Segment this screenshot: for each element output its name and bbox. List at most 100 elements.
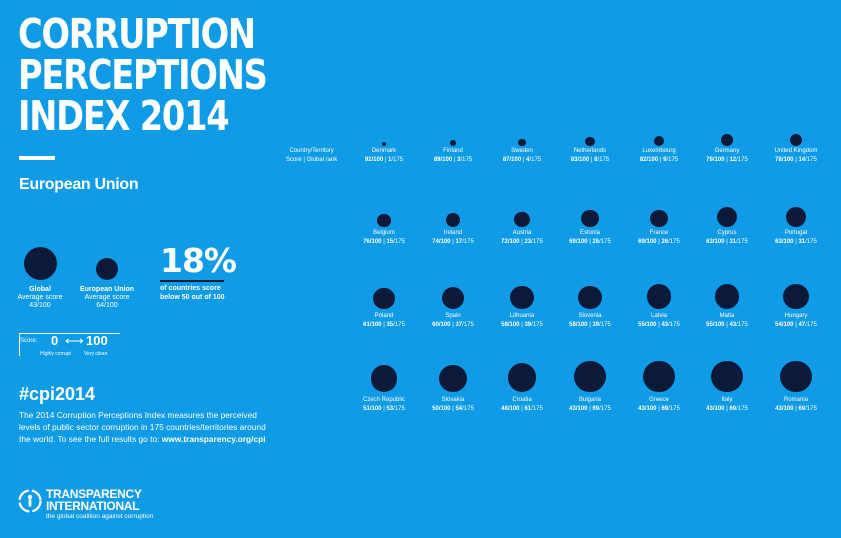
country-label: Greece 43/100 | 69/175 [627, 396, 691, 414]
separator: | [521, 157, 527, 163]
country-label: Czech Republic 51/100 | 53/175 [352, 396, 416, 414]
country-name: Poland [374, 313, 394, 319]
country-label: Belgium 76/100 | 15/175 [352, 229, 416, 247]
country-rank: 3 [457, 157, 461, 163]
rank-total: /175 [599, 406, 611, 412]
grid-header-line-2: Score | Global rank [286, 157, 338, 163]
country-score: 63/100 [775, 239, 794, 245]
rank-total: /175 [597, 157, 610, 163]
country-score: 78/100 [775, 157, 794, 163]
country-label: Romania 43/100 | 69/175 [764, 396, 828, 414]
country-name: Romania [783, 397, 808, 403]
country-rank: 69 [592, 406, 600, 412]
country-label: Lithuania 58/100 | 39/175 [490, 312, 554, 330]
separator: | [381, 406, 387, 412]
country-name: Lithuania [509, 313, 535, 319]
country-dot [514, 211, 530, 227]
region-heading: European Union [19, 176, 139, 193]
country-score: 50/100 [432, 406, 451, 412]
country-score: 51/100 [363, 406, 382, 412]
country-label: Germany 79/100 | 12/175 [695, 147, 759, 165]
country-name: Bulgaria [578, 397, 601, 403]
country-rank: 9 [663, 157, 667, 163]
country-rank: 54 [455, 406, 463, 412]
rank-total: /175 [393, 322, 405, 328]
rank-total: /175 [805, 157, 817, 163]
country-dot [585, 136, 595, 146]
country-dot [381, 141, 387, 146]
country-dot [721, 134, 733, 146]
country-dot [643, 360, 675, 392]
country-dot [650, 209, 668, 227]
country-name: Ireland [443, 230, 463, 236]
country-rank: 69 [798, 406, 806, 412]
results-link[interactable]: www.transparency.org/cpi [161, 434, 266, 444]
country-score: 61/100 [363, 322, 382, 328]
country-label: Croatia 48/100 | 61/175 [490, 396, 554, 414]
country-score: 48/100 [501, 406, 520, 412]
global-score: 43/100 [29, 302, 51, 309]
separator: | [656, 406, 662, 412]
rank-total: /175 [805, 239, 817, 245]
scale-label: Score: [20, 338, 38, 344]
scale-min-caption: Highly corrupt [40, 351, 71, 357]
country-name: Belgium [373, 230, 395, 236]
rank-total: /175 [462, 406, 474, 412]
separator: | [724, 322, 730, 328]
country-name: Cyprus [717, 230, 737, 236]
country-dot [714, 284, 740, 309]
separator: | [793, 239, 799, 245]
country-dot [789, 133, 803, 146]
country-name: Germany [714, 148, 740, 154]
separator: | [450, 322, 456, 328]
logo-tagline: the global coalition against corruption [46, 513, 154, 520]
country-label: Latvia 55/100 | 43/175 [627, 312, 691, 330]
scale-arrow-icon: ⟷ [65, 333, 84, 348]
rank-total: /175 [805, 322, 817, 328]
country-name: Portugal [784, 230, 808, 236]
country-score: 72/100 [501, 239, 520, 245]
country-name: Luxembourg [642, 148, 676, 154]
country-score: 60/100 [432, 322, 451, 328]
stat-value: 18% [160, 241, 237, 280]
country-label: Hungary 54/100 | 47/175 [764, 312, 828, 330]
separator: | [381, 239, 387, 245]
country-name: Hungary [784, 313, 808, 319]
grid-header: Country/Territory Score | Global rank [286, 147, 337, 165]
country-name: Finland [443, 148, 463, 154]
separator: | [658, 157, 664, 163]
separator: | [587, 322, 593, 328]
rank-total: /175 [393, 239, 405, 245]
country-label: Bulgaria 43/100 | 69/175 [558, 396, 622, 414]
country-rank: 69 [729, 406, 737, 412]
rank-total: /175 [736, 157, 748, 163]
separator: | [724, 239, 730, 245]
separator: | [724, 406, 730, 412]
stat-line-1: of countries score [160, 285, 221, 292]
country-name: Austria [512, 230, 532, 236]
title-line-1: CORRUPTION [18, 10, 256, 58]
global-label: Global [29, 286, 51, 293]
rank-total: /175 [462, 322, 474, 328]
country-name: Sweden [511, 148, 533, 154]
country-dot [445, 212, 461, 227]
rank-total: /175 [531, 239, 543, 245]
title-divider [19, 156, 55, 160]
country-label: Netherlands 83/100 | 8/175 [558, 147, 622, 165]
stat-line-2: below 50 out of 100 [160, 294, 225, 301]
country-name: Latvia [650, 313, 667, 319]
country-rank: 31 [729, 239, 737, 245]
hashtag: #cpi2014 [19, 384, 96, 404]
country-rank: 53 [386, 406, 394, 412]
country-dot [574, 360, 606, 392]
separator: | [381, 322, 387, 328]
rank-total: /175 [736, 239, 748, 245]
country-name: Slovenia [578, 313, 602, 319]
country-dot [785, 206, 807, 227]
country-rank: 4 [526, 157, 530, 163]
eu-score: 64/100 [96, 302, 118, 309]
rank-total: /175 [460, 157, 473, 163]
country-score: 43/100 [775, 406, 794, 412]
transparency-international-logo-icon [18, 489, 42, 513]
description-text: The 2014 Corruption Perceptions Index me… [19, 410, 266, 444]
